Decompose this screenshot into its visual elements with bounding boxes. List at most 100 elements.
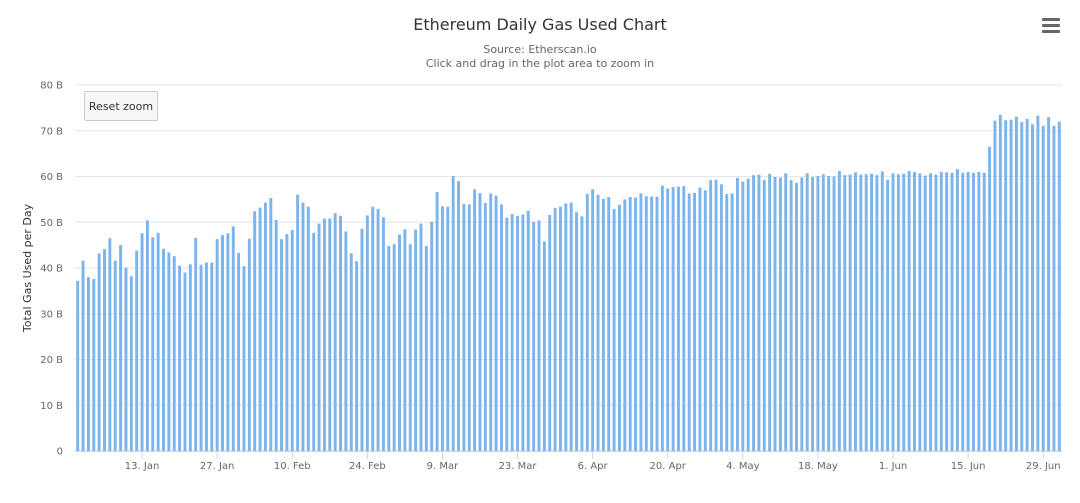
bar[interactable] <box>494 195 498 451</box>
bar[interactable] <box>97 253 101 451</box>
bar[interactable] <box>505 217 509 451</box>
bar[interactable] <box>1057 121 1061 451</box>
bar[interactable] <box>242 266 246 451</box>
bar[interactable] <box>424 246 428 451</box>
bar[interactable] <box>837 171 841 451</box>
bar[interactable] <box>451 176 455 452</box>
bar[interactable] <box>816 176 820 452</box>
bar[interactable] <box>945 172 949 451</box>
bar[interactable] <box>719 184 723 451</box>
bar[interactable] <box>317 223 321 451</box>
bar[interactable] <box>998 114 1002 452</box>
bar[interactable] <box>237 252 241 451</box>
bar[interactable] <box>607 197 611 451</box>
bar[interactable] <box>687 193 691 451</box>
bar[interactable] <box>408 244 412 451</box>
bar[interactable] <box>381 217 385 451</box>
bar[interactable] <box>1025 118 1029 452</box>
bar[interactable] <box>666 188 670 451</box>
bar[interactable] <box>113 260 117 451</box>
bar[interactable] <box>172 256 176 451</box>
bar[interactable] <box>789 180 793 451</box>
bar[interactable] <box>365 215 369 451</box>
bar[interactable] <box>548 214 552 451</box>
bar[interactable] <box>285 234 289 451</box>
bar[interactable] <box>1041 125 1045 451</box>
bar[interactable] <box>558 206 562 451</box>
bar[interactable] <box>886 179 890 451</box>
bar[interactable] <box>92 278 96 451</box>
bar[interactable] <box>1014 116 1018 451</box>
bar[interactable] <box>977 171 981 451</box>
bar[interactable] <box>231 226 235 451</box>
reset-zoom-button[interactable]: Reset zoom <box>84 91 158 121</box>
bar[interactable] <box>671 187 675 451</box>
bar[interactable] <box>913 171 916 451</box>
bar[interactable] <box>907 171 911 451</box>
bar[interactable] <box>226 233 230 451</box>
bar[interactable] <box>993 120 997 452</box>
bar[interactable] <box>457 181 461 451</box>
bar[interactable] <box>306 206 310 451</box>
bar[interactable] <box>709 180 713 451</box>
bar[interactable] <box>210 262 214 451</box>
bar[interactable] <box>478 192 482 451</box>
bar[interactable] <box>655 196 659 451</box>
bar[interactable] <box>263 202 267 451</box>
bar[interactable] <box>875 175 879 451</box>
bar[interactable] <box>735 177 739 451</box>
bar[interactable] <box>269 198 273 451</box>
bar[interactable] <box>462 203 466 451</box>
bar[interactable] <box>542 241 546 451</box>
bar[interactable] <box>854 172 857 451</box>
bar[interactable] <box>140 233 144 451</box>
bar[interactable] <box>86 277 90 451</box>
bar[interactable] <box>564 203 568 451</box>
bar[interactable] <box>752 175 756 451</box>
bar[interactable] <box>676 186 680 451</box>
bar[interactable] <box>902 173 906 451</box>
bar[interactable] <box>1036 115 1040 452</box>
bar[interactable] <box>923 175 927 451</box>
bar[interactable] <box>585 193 589 451</box>
bar[interactable] <box>880 171 884 451</box>
bar[interactable] <box>119 245 123 452</box>
bar[interactable] <box>730 193 734 451</box>
bar[interactable] <box>1009 119 1013 452</box>
bar[interactable] <box>221 235 224 451</box>
bar[interactable] <box>194 237 198 451</box>
bar[interactable] <box>1052 125 1056 451</box>
bar[interactable] <box>328 218 332 451</box>
bar[interactable] <box>773 176 777 451</box>
bar[interactable] <box>650 196 654 451</box>
bar[interactable] <box>795 182 798 451</box>
bar[interactable] <box>360 228 364 451</box>
bar[interactable] <box>156 232 160 451</box>
bar[interactable] <box>612 208 616 451</box>
bar[interactable] <box>387 246 391 451</box>
bar[interactable] <box>617 204 621 451</box>
bar[interactable] <box>258 207 262 451</box>
bar[interactable] <box>516 215 520 451</box>
bar[interactable] <box>103 249 106 451</box>
bar[interactable] <box>660 185 664 451</box>
bar[interactable] <box>312 232 316 451</box>
bar[interactable] <box>848 174 852 452</box>
bar[interactable] <box>950 172 954 451</box>
bar[interactable] <box>124 267 128 451</box>
bar[interactable] <box>939 171 943 451</box>
bar[interactable] <box>1047 117 1051 451</box>
bar[interactable] <box>199 264 203 451</box>
bar[interactable] <box>392 244 396 451</box>
bar[interactable] <box>821 174 825 451</box>
bar[interactable] <box>489 193 493 451</box>
bar[interactable] <box>280 239 283 451</box>
bar[interactable] <box>639 193 643 451</box>
bar[interactable] <box>247 238 251 451</box>
bar[interactable] <box>414 229 418 451</box>
bar[interactable] <box>982 172 986 451</box>
bar[interactable] <box>569 202 573 451</box>
bar[interactable] <box>746 178 750 452</box>
bar[interactable] <box>430 221 434 451</box>
